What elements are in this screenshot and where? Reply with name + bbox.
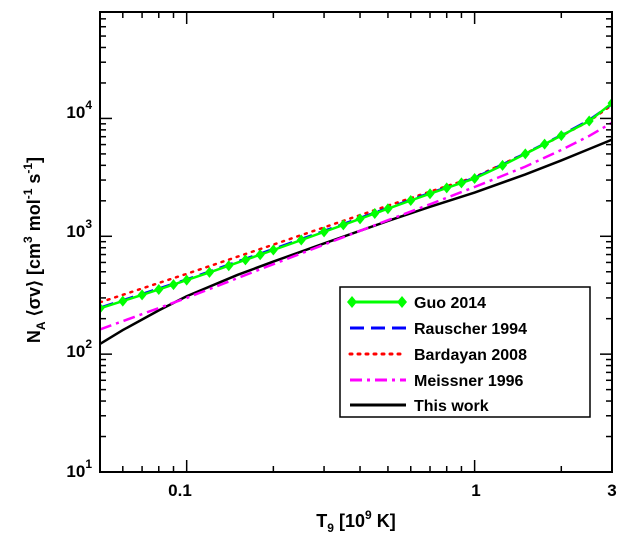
data-point-guo-2014 [470,172,480,184]
legend-label-this-work: This work [414,398,489,415]
legend-item-meissner: Meissner 1996 [350,373,524,390]
y-tick-label: 102 [66,337,92,361]
data-point-guo-2014 [406,195,416,207]
data-point-guo-2014 [169,279,179,291]
data-point-guo-2014 [520,148,530,160]
ticks-layer [99,11,613,473]
x-axis-title: T9 [109 K] [316,508,395,533]
x-tick-labels: 0.1 1 3 [168,481,617,500]
data-point-guo-2014 [296,234,306,246]
data-point-guo-2014 [498,159,508,171]
legend-label-guo: Guo 2014 [414,295,486,312]
data-point-guo-2014 [255,249,265,261]
data-point-guo-2014 [425,188,435,200]
legend-item-rauscher: Rauscher 1994 [350,321,527,338]
legend-label-rauscher: Rauscher 1994 [414,321,527,338]
data-point-guo-2014 [607,97,612,109]
plot-area [99,11,613,473]
data-point-guo-2014 [224,260,234,272]
data-point-guo-2014 [383,203,393,215]
data-point-guo-2014 [319,226,329,238]
legend-item-guo: Guo 2014 [347,295,486,312]
data-point-guo-2014 [268,244,278,256]
x-tick-label: 1 [471,481,480,500]
y-axis-title: NA ⟨σv⟩ [cm3 mol-1 s-1] [21,157,48,343]
series-line-this-work [100,138,612,346]
y-tick-label: 103 [66,217,92,241]
data-point-guo-2014 [118,295,128,307]
data-point-guo-2014 [204,266,214,278]
legend-box [339,286,591,418]
data-point-guo-2014 [540,138,550,150]
data-point-guo-2014 [556,130,566,142]
series-line-guo-2014 [100,102,612,310]
y-tick-labels: 101 102 103 104 [66,98,92,481]
series-layer [100,97,612,346]
y-tick-label: 104 [66,98,92,122]
data-point-guo-2014 [442,182,452,194]
data-point-guo-2014 [240,254,250,266]
legend: Guo 2014 Rauscher 1994 Bardayan 2008 Mei… [339,286,591,418]
series-line-bardayan-2008 [100,103,612,304]
data-point-guo-2014 [154,283,164,295]
data-point-guo-2014 [584,115,594,127]
legend-label-meissner: Meissner 1996 [414,373,524,390]
legend-item-bardayan: Bardayan 2008 [348,347,527,364]
data-point-guo-2014 [137,289,147,301]
data-point-guo-2014 [456,177,466,189]
x-tick-label: 0.1 [168,481,192,500]
data-point-guo-2014 [338,219,348,231]
legend-marker-guo [347,296,407,308]
data-point-guo-2014 [370,207,380,219]
data-point-guo-2014 [182,274,192,286]
legend-label-bardayan: Bardayan 2008 [414,347,527,364]
data-point-guo-2014 [355,213,365,225]
y-tick-label: 101 [66,457,92,481]
legend-item-this-work: This work [350,398,489,415]
series-line-meissner-1996 [100,121,612,331]
x-tick-label: 3 [607,481,616,500]
data-point-guo-2014 [100,302,105,314]
